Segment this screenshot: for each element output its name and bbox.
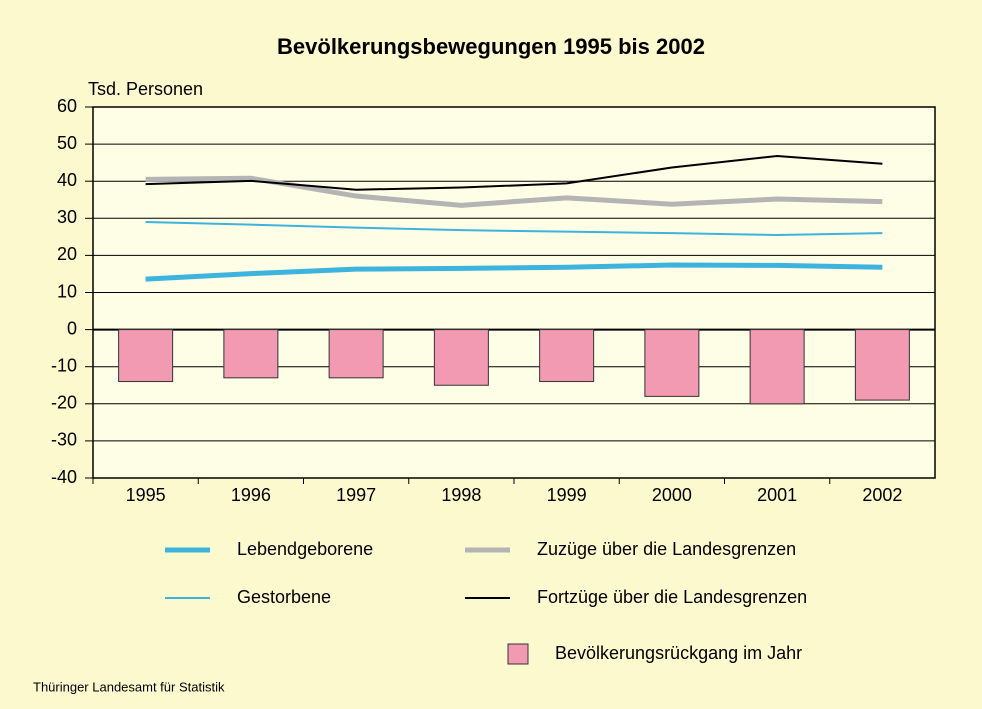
- line: [145, 154, 883, 191]
- bar: [433, 329, 489, 386]
- y-tick-label: 20: [57, 244, 77, 264]
- y-tick-label: -40: [51, 467, 77, 487]
- x-tick-label: 1998: [441, 485, 481, 505]
- source: Thüringer Landesamt für Statistik: [33, 679, 225, 694]
- x-tick-label: 1996: [231, 485, 271, 505]
- y-tick-label: 0: [67, 318, 77, 338]
- bar: [749, 329, 805, 405]
- y-tick-label: -30: [51, 430, 77, 450]
- y-tick-label: 10: [57, 281, 77, 301]
- y-tick-label: 40: [57, 170, 77, 190]
- y-tick-label: 50: [57, 133, 77, 153]
- y-tick-label: 30: [57, 207, 77, 227]
- bar: [854, 329, 910, 401]
- y-tick-label: -20: [51, 393, 77, 413]
- bar: [118, 329, 174, 383]
- line: [145, 175, 883, 208]
- legend-label: Bevölkerungsrückgang im Jahr: [555, 643, 802, 663]
- x-tick-label: 2002: [862, 485, 902, 505]
- x-tick-label: 1999: [547, 485, 587, 505]
- legend-label: Gestorbene: [237, 587, 331, 607]
- x-tick-label: 2000: [652, 485, 692, 505]
- legend-swatch: [507, 643, 529, 665]
- bar: [539, 329, 595, 383]
- line: [145, 262, 883, 282]
- legend-label: Lebendgeborene: [237, 539, 373, 559]
- bar: [223, 329, 279, 379]
- y-tick-label: -10: [51, 355, 77, 375]
- y-tick-label: 60: [57, 96, 77, 116]
- line: [145, 221, 883, 236]
- legend-label: Zuzüge über die Landesgrenzen: [537, 539, 796, 559]
- x-tick-label: 1995: [126, 485, 166, 505]
- chart-title: Bevölkerungsbewegungen 1995 bis 2002: [277, 34, 705, 59]
- legend-label: Fortzüge über die Landesgrenzen: [537, 587, 807, 607]
- x-tick-label: 1997: [336, 485, 376, 505]
- bar: [644, 329, 700, 397]
- bar: [328, 329, 384, 379]
- y-axis-label: Tsd. Personen: [88, 79, 203, 99]
- x-tick-label: 2001: [757, 485, 797, 505]
